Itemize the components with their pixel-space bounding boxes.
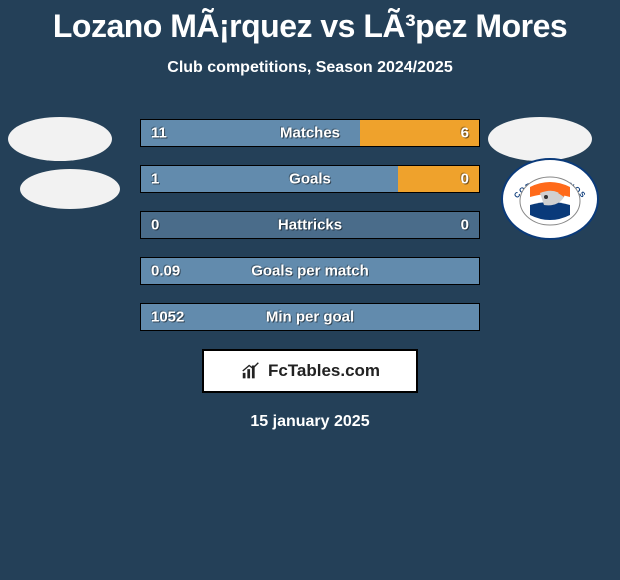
player-left-team-avatar [20,169,120,209]
stat-label: Min per goal [266,309,354,326]
page-subtitle: Club competitions, Season 2024/2025 [0,59,620,77]
stat-value-right: 0 [461,217,469,234]
stat-value-left: 0 [151,217,159,234]
player-right-avatar [488,117,592,161]
chart-icon [240,360,262,382]
page-title: Lozano MÃ¡rquez vs LÃ³pez Mores [0,0,620,45]
stat-bar-row: 0 0 Hattricks [140,211,480,239]
stat-label: Hattricks [278,217,342,234]
chart-area: CORRECAMINOS 11 6 Matches 1 0 Goals 0 0 Hattrick… [0,119,620,431]
stat-label: Goals [289,171,331,188]
stat-label: Goals per match [251,263,369,280]
date-line: 15 january 2025 [0,413,620,431]
stat-bar-row: 1052 Min per goal [140,303,480,331]
stat-value-left: 11 [151,125,167,142]
stat-value-left: 1052 [151,309,184,326]
watermark-text: FcTables.com [268,361,380,381]
stat-bar-row: 11 6 Matches [140,119,480,147]
stat-label: Matches [280,125,340,142]
stat-bar-row: 0.09 Goals per match [140,257,480,285]
stat-bars: 11 6 Matches 1 0 Goals 0 0 Hattricks 0.09 Goals pe… [140,119,480,331]
player-left-avatar [8,117,112,161]
stat-bar-left-fill [141,166,398,192]
team-badge-icon: CORRECAMINOS [500,157,600,241]
comparison-infographic: Lozano MÃ¡rquez vs LÃ³pez Mores Club com… [0,0,620,580]
stat-bar-row: 1 0 Goals [140,165,480,193]
stat-value-right: 6 [461,125,469,142]
stat-value-left: 1 [151,171,159,188]
watermark-box: FcTables.com [202,349,418,393]
stat-value-right: 0 [461,171,469,188]
player-right-team-badge: CORRECAMINOS [500,157,600,241]
stat-value-left: 0.09 [151,263,180,280]
